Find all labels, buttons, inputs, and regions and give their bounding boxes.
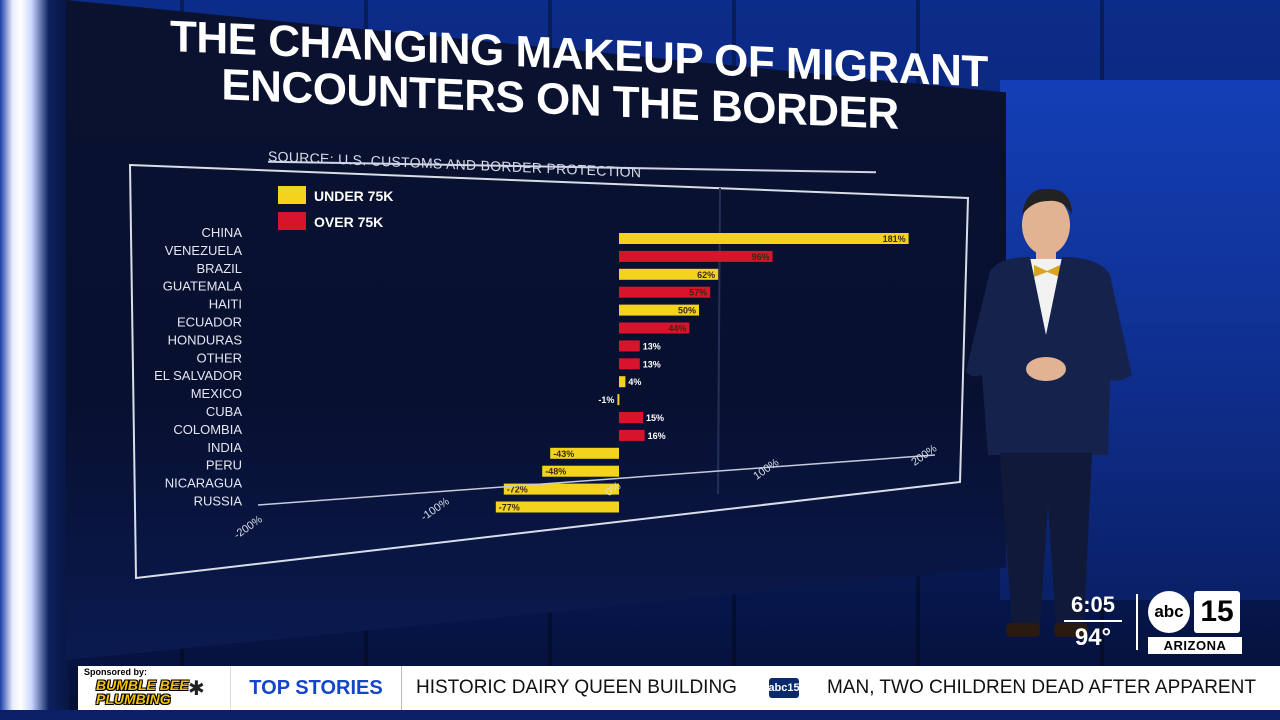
category-label: VENEZUELA xyxy=(165,243,243,258)
bar-value-label: 16% xyxy=(648,431,666,441)
ticker-story-1: HISTORIC DAIRY QUEEN BUILDING xyxy=(416,677,737,698)
category-labels: CHINA VENEZUELA BRAZIL GUATEMALA HAITI ECUADO… xyxy=(154,225,242,509)
bar xyxy=(617,394,620,406)
bar-value-label: 50% xyxy=(678,306,696,316)
category-label: BRAZIL xyxy=(196,261,242,276)
ticker-section-label: TOP STORIES xyxy=(231,666,402,710)
abc15-logo-icon: abc15 xyxy=(768,678,800,698)
legend-label-under: UNDER 75K xyxy=(314,188,393,204)
sponsor-block: Sponsored by: BUMBLE BEE PLUMBING ✱ xyxy=(78,666,231,710)
bar-value-label: 4% xyxy=(628,377,641,387)
bar-value-label: -77% xyxy=(499,503,520,513)
category-label: MEXICO xyxy=(191,386,242,401)
sponsor-name-line-2: PLUMBING xyxy=(96,691,171,707)
legend-label-over: OVER 75K xyxy=(314,214,383,230)
time-temp-display: 6:05 94° xyxy=(1060,592,1126,652)
channel-number: 15 xyxy=(1194,591,1240,633)
bar-value-label: -48% xyxy=(545,467,566,477)
bar-value-label: 13% xyxy=(643,341,661,351)
bar-value-label: 57% xyxy=(689,288,707,298)
category-label: HAITI xyxy=(209,297,242,312)
category-label: EL SALVADOR xyxy=(154,368,242,383)
bottom-strip xyxy=(0,710,1280,720)
bar xyxy=(619,304,699,316)
news-ticker: Sponsored by: BUMBLE BEE PLUMBING ✱ TOP … xyxy=(78,666,1280,710)
presenter-hands xyxy=(1026,357,1066,381)
category-label: ECUADOR xyxy=(177,315,242,330)
category-label: HONDURAS xyxy=(168,332,243,347)
bee-icon: ✱ xyxy=(188,678,205,700)
bar xyxy=(619,412,643,423)
bar-value-label: 15% xyxy=(646,413,664,423)
bar xyxy=(619,250,773,262)
presenter-jacket xyxy=(966,257,1132,455)
legend-swatch-over xyxy=(278,212,306,230)
presenter-trousers xyxy=(1000,453,1092,625)
temperature: 94° xyxy=(1074,624,1112,651)
station-logo: abc 15 ARIZONA xyxy=(1148,590,1242,656)
presenter-shoe-left xyxy=(1006,623,1040,637)
abc-logo-icon: abc xyxy=(1148,591,1190,633)
category-label: INDIA xyxy=(207,440,242,455)
x-tick-label: -100% xyxy=(419,495,452,523)
sponsored-by-label: Sponsored by: xyxy=(84,667,148,677)
bar xyxy=(495,501,619,513)
bar xyxy=(550,447,619,459)
chart-display-wall xyxy=(66,0,1006,660)
bar-value-label: -43% xyxy=(553,449,574,459)
bar-value-label: 62% xyxy=(697,270,715,280)
x-axis-line xyxy=(257,454,936,506)
category-label: COLOMBIA xyxy=(173,422,242,437)
bar-value-label: -72% xyxy=(507,485,528,495)
category-label: RUSSIA xyxy=(194,494,243,509)
presenter-figure xyxy=(966,188,1132,637)
bar-value-label: -1% xyxy=(598,395,614,405)
bars: 181%96%62%57%50%44%13%13%4%-1%15%16%-43%… xyxy=(495,233,909,513)
sponsor-name-line-1: BUMBLE BEE xyxy=(96,677,189,693)
x-tick-label: 0% xyxy=(603,480,623,499)
bar xyxy=(619,429,645,441)
bar xyxy=(503,483,619,495)
ticker-story-2: MAN, TWO CHILDREN DEAD AFTER APPARENT xyxy=(826,677,1256,698)
bar-value-label: 96% xyxy=(752,252,770,262)
category-label: CHINA xyxy=(202,225,243,240)
station-market: ARIZONA xyxy=(1148,637,1242,654)
category-label: OTHER xyxy=(197,350,243,365)
bar-value-label: 181% xyxy=(883,234,906,244)
chart-frame xyxy=(128,163,970,580)
presenter-shoe-right xyxy=(1054,623,1088,637)
bar xyxy=(619,233,909,244)
bar xyxy=(619,376,626,388)
category-label: PERU xyxy=(206,458,242,473)
legend-swatch-under xyxy=(278,186,306,204)
chart-legend: UNDER 75K OVER 75K xyxy=(278,186,393,230)
bow-tie-icon xyxy=(1034,265,1060,277)
studio-pillar xyxy=(0,0,70,720)
bar-value-label: 44% xyxy=(668,324,686,334)
sponsor-logo: BUMBLE BEE PLUMBING xyxy=(96,678,189,706)
x-tick-label: -200% xyxy=(232,513,265,541)
category-label: CUBA xyxy=(206,404,242,419)
bar xyxy=(619,322,690,334)
x-tick-label: 100% xyxy=(751,456,781,482)
presenter-hair xyxy=(1022,188,1072,215)
category-label: GUATEMALA xyxy=(163,279,243,294)
bar xyxy=(619,286,711,298)
clock-divider xyxy=(1064,620,1122,622)
bar-value-label: 13% xyxy=(643,359,661,369)
presenter-head xyxy=(1022,195,1070,255)
clock-time: 6:05 xyxy=(1070,592,1116,617)
category-label: NICARAGUA xyxy=(165,476,243,491)
bug-divider xyxy=(1136,594,1138,650)
bar xyxy=(619,358,640,370)
bar xyxy=(619,268,719,280)
bar xyxy=(619,340,640,352)
bar xyxy=(542,465,619,477)
